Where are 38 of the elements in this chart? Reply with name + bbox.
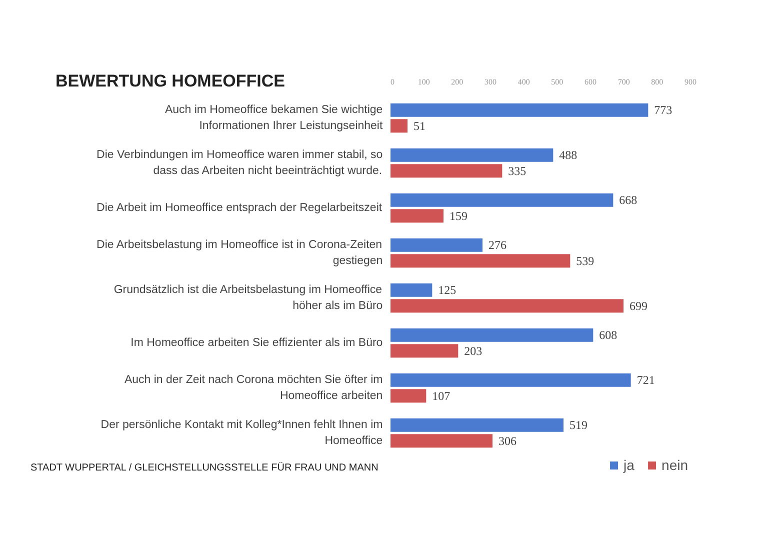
data-label: 306 [498,434,516,448]
x-tick-label: 400 [518,78,530,86]
data-label: 276 [488,238,506,252]
y-tick-label: Grundsätzlich ist die Arbeitsbelastung im Homeoffice höher als im Büro [114,284,383,312]
text: BEWERTUNG HOMEOFFICE [56,72,285,90]
data-label: 125 [438,283,456,298]
data-label: 203 [464,344,482,358]
y-tick-label: Auch im Homeoffice bekamen Sie wichtige Informationen Ihrer Leistungseinheit [164,104,384,132]
x-tick-label: 500 [551,78,564,86]
data-label: 335 [508,164,526,178]
text: STADT WUPPERTAL / GLEICHSTELLUNGSSTELLE FÜR FRAU UND MANN [30,462,378,474]
data-label: 721 [636,373,655,388]
y-tick-label: Der persönliche Kontakt mit Kolleg*Innen fehlt Ihnen im Homeoffice [100,419,383,447]
x-tick-label: 900 [684,78,696,86]
x-tick-label: 100 [418,78,430,86]
y-tick-label: Im Homeoffice arbeiten Sie effizienter als im Büro [130,337,383,349]
x-tick-label: 600 [584,78,596,86]
x-tick-label: 0 [390,78,394,86]
data-label: 159 [450,208,468,223]
data-label: 488 [559,148,578,162]
data-label: 699 [630,298,648,313]
y-tick-label: Die Verbindungen im Homeoffice waren immer stabil, so dass das Arbeiten nicht beeinträchtigt wurde. [96,149,383,177]
legend-label: ja [624,457,636,473]
y-tick-label: Die Arbeit im Homeoffice entsprach der Regelarbeitszeit [96,202,383,214]
data-label: 608 [599,328,618,342]
legend-label: nein [662,457,688,473]
data-label: 519 [570,418,588,432]
data-label: 773 [654,103,672,118]
x-tick-label: 700 [618,78,630,86]
x-tick-label: 200 [451,78,464,86]
data-label: 107 [432,388,450,403]
data-label: 668 [619,193,638,208]
y-tick-label: Auch in der Zeit nach Corona möchten Sie öfter im Homeoffice arbeiten [124,374,383,402]
data-label: 539 [576,254,594,268]
data-label: 51 [414,118,426,133]
x-tick-label: 300 [484,78,496,86]
x-tick-label: 800 [651,78,664,86]
y-tick-label: Die Arbeitsbelastung im Homeoffice ist in Corona-Zeiten gestiegen [96,239,383,267]
